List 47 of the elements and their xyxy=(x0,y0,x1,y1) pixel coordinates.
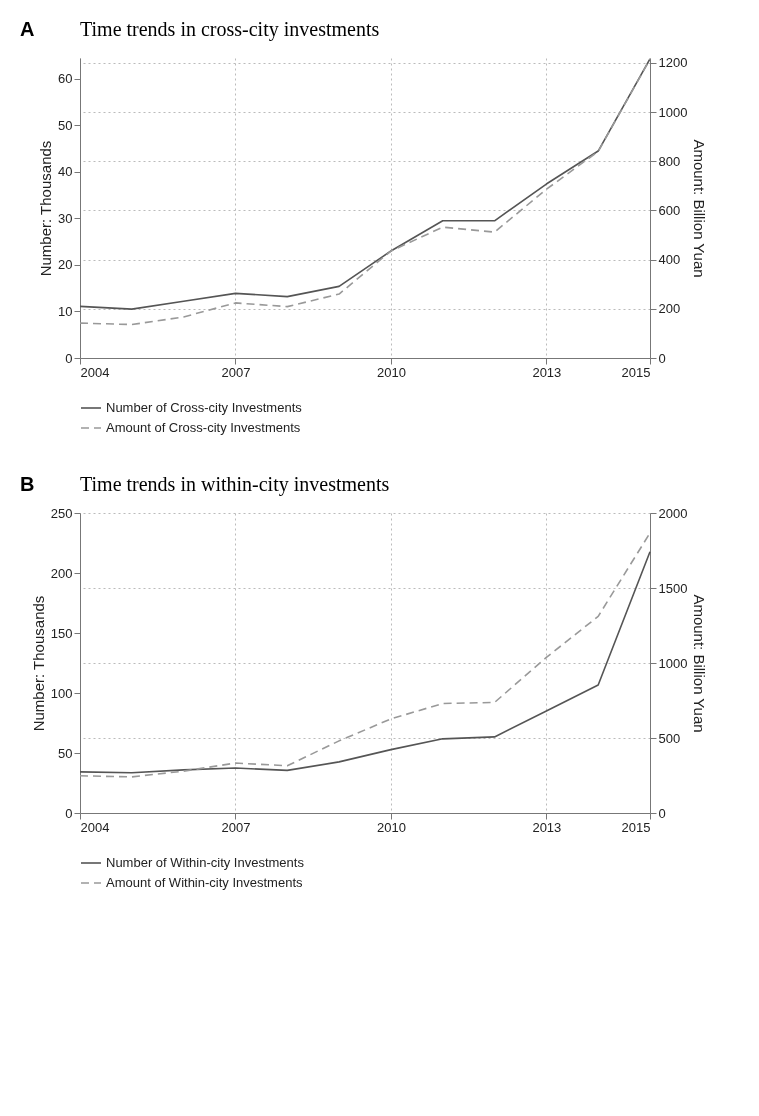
x-tick-label: 2015 xyxy=(621,364,651,380)
y2-tick-label: 600 xyxy=(658,202,681,218)
chart-title: Time trends in cross-city investments xyxy=(80,18,380,41)
y2-tick-label: 500 xyxy=(658,730,681,746)
y-tick-label: 100 xyxy=(50,685,73,701)
x-tick-label: 2004 xyxy=(80,819,110,835)
y2-tick-label: 0 xyxy=(658,805,666,821)
y2-tick-label: 200 xyxy=(658,301,681,317)
y-tick-label: 0 xyxy=(65,805,73,821)
text: B xyxy=(20,473,35,495)
y-tick-label: 150 xyxy=(50,625,73,641)
x-tick-label: 2015 xyxy=(621,819,651,835)
x-tick-label: 2007 xyxy=(221,364,251,380)
y2-tick-label: 1000 xyxy=(658,655,688,671)
legend-label: Amount of Within-city Investments xyxy=(106,875,304,890)
y2-tick-label: 0 xyxy=(658,350,666,366)
y-axis-title: Number: Thousands xyxy=(29,595,47,732)
legend-label: Number of Within-city Investments xyxy=(106,855,305,870)
y2-tick-label: 1000 xyxy=(658,104,688,120)
legend-label: Number of Cross-city Investments xyxy=(106,400,303,415)
x-tick-label: 2010 xyxy=(376,364,406,380)
y-tick-label: 10 xyxy=(58,303,73,319)
y-tick-label: 20 xyxy=(58,257,73,273)
y2-tick-label: 2000 xyxy=(658,505,688,521)
legend-label: Amount of Cross-city Investments xyxy=(106,420,301,435)
y-tick-label: 0 xyxy=(65,350,73,366)
x-tick-label: 2010 xyxy=(376,819,406,835)
y-tick-label: 200 xyxy=(50,565,73,581)
y2-axis-title: Amount: Billion Yuan xyxy=(691,594,709,733)
y-tick-label: 40 xyxy=(58,164,73,180)
x-tick-label: 2004 xyxy=(80,364,110,380)
x-tick-label: 2007 xyxy=(221,819,251,835)
y2-tick-label: 800 xyxy=(658,153,681,169)
y-tick-label: 60 xyxy=(58,71,73,87)
y-tick-label: 30 xyxy=(58,210,73,226)
y-tick-label: 250 xyxy=(50,505,73,521)
text: A xyxy=(20,18,35,40)
y-tick-label: 50 xyxy=(58,745,73,761)
y-tick-label: 50 xyxy=(58,117,73,133)
y2-tick-label: 1200 xyxy=(658,55,688,71)
y2-tick-label: 1500 xyxy=(658,580,688,596)
x-tick-label: 2013 xyxy=(532,364,562,380)
y-axis-title: Number: Thousands xyxy=(37,140,55,277)
y2-tick-label: 400 xyxy=(658,252,681,268)
x-tick-label: 2013 xyxy=(532,819,562,835)
chart-title: Time trends in within-city investments xyxy=(80,473,390,496)
y2-axis-title: Amount: Billion Yuan xyxy=(691,139,709,278)
